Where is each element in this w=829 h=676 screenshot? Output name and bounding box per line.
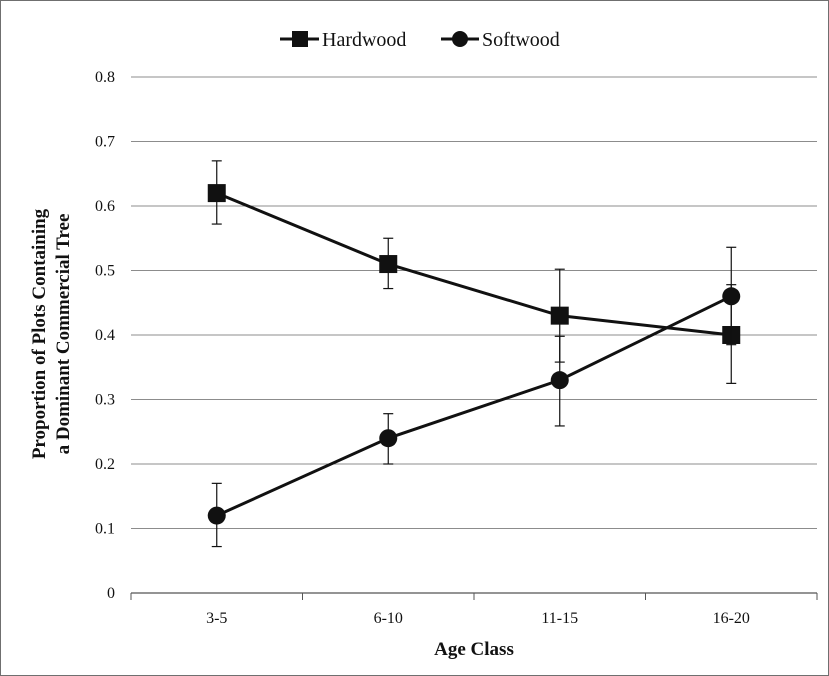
softwood-point — [379, 429, 398, 448]
series-layer — [207, 160, 741, 548]
y-tick-label: 0.3 — [95, 392, 115, 409]
x-tick-label: 11-15 — [541, 610, 578, 627]
hardwood-point — [207, 184, 226, 203]
legend-item-hardwood: Hardwood — [280, 29, 406, 51]
y-tick-label: 0.2 — [95, 456, 115, 473]
legend-hardwood-label: Hardwood — [322, 29, 406, 51]
legend-softwood-label: Softwood — [482, 29, 560, 51]
legend: Hardwood Softwood — [280, 29, 560, 51]
y-tick-label: 0.5 — [95, 263, 115, 280]
hardwood-point — [379, 255, 398, 274]
hardwood-point — [550, 306, 569, 325]
x-tick-labels: 3-5 6-10 11-15 16-20 — [206, 610, 750, 627]
series-softwood — [207, 246, 741, 548]
gridlines — [131, 76, 817, 529]
y-axis-title-line-1: Proportion of Plots Containing — [29, 208, 50, 459]
y-tick-label: 0.7 — [95, 134, 115, 151]
series-hardwood — [207, 160, 741, 384]
softwood-point — [722, 287, 741, 306]
y-tick-labels: 0 0.1 0.2 0.3 0.4 0.5 0.6 0.7 0.8 — [95, 69, 115, 602]
y-tick-label: 0.1 — [95, 521, 115, 538]
legend-softwood-marker — [452, 31, 468, 47]
softwood-point — [550, 371, 569, 390]
axes — [130, 592, 818, 600]
y-axis-title-line-2: a Dominant Commercial Tree — [53, 214, 74, 455]
legend-item-softwood: Softwood — [441, 29, 560, 51]
y-tick-label: 0.6 — [95, 198, 115, 215]
x-axis-title: Age Class — [434, 639, 514, 660]
y-tick-label: 0.8 — [95, 69, 115, 86]
hardwood-line — [216, 191, 732, 337]
y-tick-label: 0.4 — [95, 327, 115, 344]
x-tick-label: 16-20 — [713, 610, 750, 627]
x-tick-label: 3-5 — [206, 610, 227, 627]
y-tick-label: 0 — [107, 585, 115, 602]
softwood-line — [216, 294, 732, 517]
x-tick-label: 6-10 — [374, 610, 403, 627]
softwood-point — [207, 506, 226, 525]
legend-hardwood-marker — [292, 31, 308, 47]
